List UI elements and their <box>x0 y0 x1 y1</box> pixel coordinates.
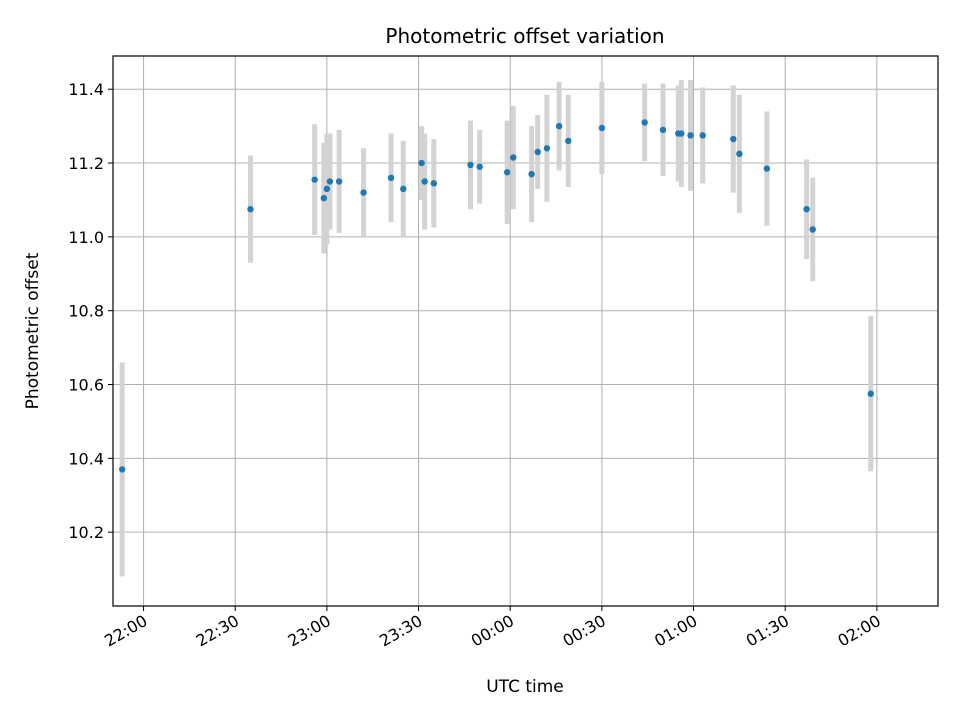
data-point <box>867 390 874 397</box>
data-point <box>543 145 551 152</box>
data-point <box>430 180 438 187</box>
data-point <box>809 226 816 233</box>
data-points <box>118 119 874 473</box>
data-point <box>323 185 331 193</box>
data-point <box>118 466 126 473</box>
data-point <box>476 163 483 170</box>
data-point <box>763 165 771 172</box>
x-axis-label: UTC time <box>486 677 564 697</box>
data-point <box>534 148 541 156</box>
data-point <box>326 178 334 185</box>
data-point <box>659 126 667 134</box>
y-tick-label: 11.4 <box>68 80 104 99</box>
data-point <box>736 150 743 158</box>
data-point <box>311 176 318 183</box>
y-tick-label: 10.4 <box>68 449 104 468</box>
data-point <box>598 124 606 132</box>
data-point <box>730 135 737 143</box>
data-point <box>687 132 694 139</box>
data-point <box>503 169 511 176</box>
data-point <box>360 189 367 196</box>
y-tick-label: 10.8 <box>68 302 104 321</box>
y-tick-label: 11.0 <box>68 228 104 247</box>
data-point <box>400 185 407 193</box>
data-point <box>678 130 685 137</box>
data-point <box>387 174 395 182</box>
y-tick-label: 10.2 <box>68 523 104 542</box>
data-point <box>699 132 706 139</box>
data-point <box>555 122 563 130</box>
data-point <box>803 205 810 213</box>
data-point <box>565 137 572 145</box>
plot-frame <box>112 55 939 607</box>
data-point <box>247 205 254 213</box>
data-point <box>421 178 428 185</box>
data-point <box>418 159 425 167</box>
data-point <box>528 170 535 178</box>
data-point <box>510 154 517 161</box>
data-point <box>320 194 328 202</box>
data-point <box>641 119 648 126</box>
y-tick-label: 10.6 <box>68 376 104 395</box>
y-tick-label: 11.2 <box>68 154 104 173</box>
data-point <box>335 178 343 185</box>
y-axis-label: Photometric offset <box>23 252 43 409</box>
chart-title: Photometric offset variation <box>385 24 664 48</box>
data-point <box>467 161 474 169</box>
